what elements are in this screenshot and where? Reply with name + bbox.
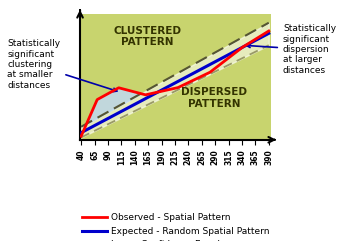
Legend: Observed - Spatial Pattern, Expected - Random Spatial Pattern, Lower Confidence : Observed - Spatial Pattern, Expected - R…: [81, 213, 270, 241]
Text: DISPERSED
PATTERN: DISPERSED PATTERN: [181, 87, 247, 109]
Text: CLUSTERED
PATTERN: CLUSTERED PATTERN: [113, 26, 181, 47]
Text: Statistically
significant
clustering
at smaller
distances: Statistically significant clustering at …: [7, 39, 117, 92]
Text: Statistically
significant
dispersion
at larger
distances: Statistically significant dispersion at …: [247, 24, 336, 75]
